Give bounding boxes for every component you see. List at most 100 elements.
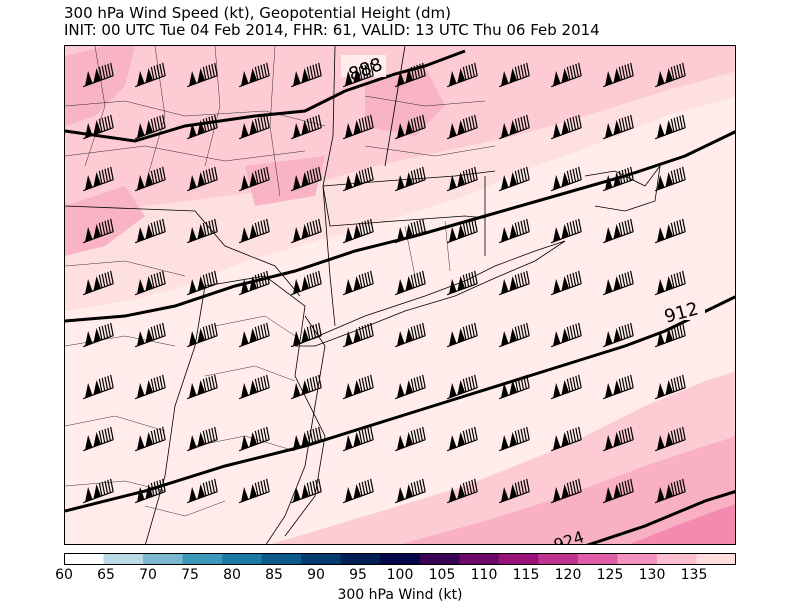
wind-barb — [82, 114, 114, 140]
wind-barb — [654, 374, 686, 400]
wind-barb — [342, 374, 374, 400]
wind-barb — [134, 218, 166, 244]
wind-barb — [134, 62, 166, 88]
colorbar-label: 300 hPa Wind (kt) — [337, 587, 463, 603]
state-border-ny-vt — [322, 46, 336, 187]
wind-barb — [186, 478, 218, 504]
wind-barb — [602, 374, 634, 400]
wind-barb — [134, 270, 166, 296]
colorbar-segment — [419, 553, 460, 565]
wind-barb — [238, 374, 270, 400]
wind-barb — [134, 114, 166, 140]
wind-barb — [394, 270, 426, 296]
wind-barb — [498, 166, 530, 192]
colorbar-tick-label: 120 — [554, 567, 582, 583]
wind-barb — [238, 218, 270, 244]
wind-barb — [654, 270, 686, 296]
wind-barb — [498, 478, 530, 504]
wind-barb — [186, 114, 218, 140]
state-border-ma-ct — [322, 185, 486, 227]
wind-barb — [342, 478, 374, 504]
colorbar-segment — [538, 553, 579, 565]
wind-barb — [498, 270, 530, 296]
wind-barb — [134, 322, 166, 348]
wind-barb — [602, 166, 634, 192]
wind-barb — [602, 478, 634, 504]
colorbar-tick-label: 65 — [97, 567, 115, 583]
wind-barb — [550, 166, 582, 192]
coastline-nj — [265, 315, 326, 544]
colorbar-segment — [656, 553, 697, 565]
state-border-vt-nh — [384, 46, 406, 167]
wind-barb — [82, 270, 114, 296]
wind-barb — [446, 322, 478, 348]
wind-barb — [498, 426, 530, 452]
wind-barb — [134, 166, 166, 192]
wind-barb — [446, 218, 478, 244]
wind-barb — [342, 62, 374, 88]
wind-barb — [82, 374, 114, 400]
wind-barb — [654, 426, 686, 452]
colorbar — [64, 553, 736, 565]
wind-barb — [342, 218, 374, 244]
wind-barb — [446, 270, 478, 296]
colorbar-segment — [498, 553, 539, 565]
wind-barb — [238, 322, 270, 348]
shading-120-125-patch-n — [365, 66, 445, 136]
wind-barb — [238, 114, 270, 140]
wind-barb — [186, 166, 218, 192]
wind-barb — [446, 166, 478, 192]
wind-barb — [446, 114, 478, 140]
wind-barb — [394, 426, 426, 452]
wind-barb — [238, 426, 270, 452]
wind-barb — [186, 270, 218, 296]
wind-barb — [290, 114, 322, 140]
wind-barb — [602, 218, 634, 244]
wind-barb — [290, 426, 322, 452]
wind-barb — [446, 478, 478, 504]
shading-120-125-patch-n2 — [245, 156, 325, 206]
wind-barb — [238, 478, 270, 504]
wind-barb — [550, 426, 582, 452]
wind-barb — [394, 218, 426, 244]
wind-barb — [550, 478, 582, 504]
wind-barb — [394, 62, 426, 88]
wind-barb — [498, 114, 530, 140]
wind-barb — [186, 62, 218, 88]
wind-barb — [82, 478, 114, 504]
state-border-pa-nj — [145, 285, 206, 544]
wind-barb — [446, 62, 478, 88]
wind-barb — [342, 426, 374, 452]
shading-120-125-south — [402, 436, 735, 544]
wind-barb — [394, 322, 426, 348]
wind-barb — [82, 62, 114, 88]
wind-barb — [654, 218, 686, 244]
wind-barb — [186, 218, 218, 244]
colorbar-tick-label: 75 — [181, 567, 199, 583]
wind-barb — [550, 218, 582, 244]
wind-barb — [290, 166, 322, 192]
chart-subtitle: INIT: 00 UTC Tue 04 Feb 2014, FHR: 61, V… — [64, 21, 600, 39]
wind-barb — [654, 166, 686, 192]
wind-barb — [82, 166, 114, 192]
colorbar-segment — [617, 553, 658, 565]
wind-barbs — [82, 62, 686, 504]
wind-barb — [654, 322, 686, 348]
colorbar-segment — [459, 553, 500, 565]
colorbar-segment — [222, 553, 263, 565]
wind-barb — [446, 374, 478, 400]
colorbar-segment — [577, 553, 618, 565]
colorbar-tick-label: 60 — [55, 567, 73, 583]
wind-barb — [342, 270, 374, 296]
wind-barb — [238, 62, 270, 88]
wind-barb — [550, 62, 582, 88]
wind-barb — [82, 322, 114, 348]
coastline-cape-cod — [584, 165, 661, 212]
colorbar-segment — [103, 553, 144, 565]
wind-barb — [654, 478, 686, 504]
wind-barb — [134, 374, 166, 400]
coastline-long-island — [294, 240, 566, 347]
colorbar-segment — [182, 553, 223, 565]
colorbar-tick-label: 80 — [223, 567, 241, 583]
wind-barb — [238, 166, 270, 192]
